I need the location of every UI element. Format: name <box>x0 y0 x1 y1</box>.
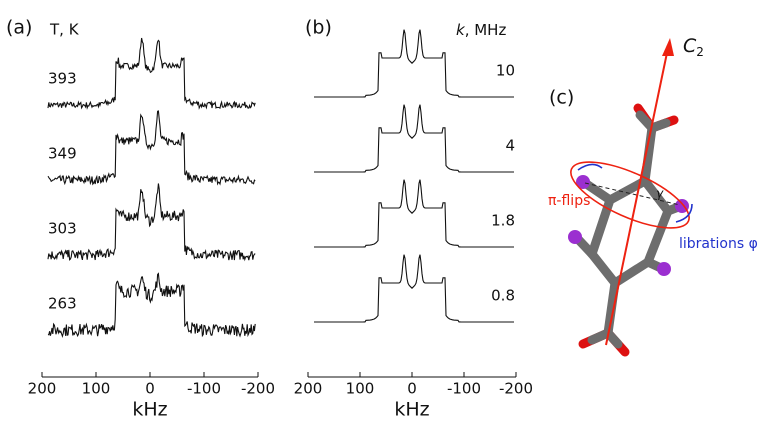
spectrum <box>314 254 514 323</box>
panel-label: (b) <box>305 17 332 39</box>
x-axis-label: kHz <box>394 399 429 421</box>
row-label: 10 <box>496 62 515 80</box>
panel-label: (c) <box>549 87 574 109</box>
panel-label: (a) <box>6 17 32 39</box>
column-header: k, MHz <box>456 21 506 39</box>
flip-label: π-flips <box>548 193 590 209</box>
x-tick-label: 0 <box>407 380 417 398</box>
x-tick-label: 200 <box>294 380 323 398</box>
row-label: 303 <box>48 220 77 238</box>
x-tick-label: -100 <box>187 380 221 398</box>
spectrum <box>47 183 256 262</box>
spectrum <box>47 272 256 339</box>
x-tick-label: 100 <box>82 380 111 398</box>
axis-symbol: C <box>683 35 697 57</box>
spectrum <box>314 29 514 98</box>
x-tick-label: 100 <box>346 380 375 398</box>
row-label: 393 <box>48 70 77 88</box>
x-tick-label: 200 <box>28 380 57 398</box>
angle-label: γ <box>656 187 664 201</box>
molecule <box>568 38 693 357</box>
row-label: 4 <box>505 137 515 155</box>
column-header: T, K <box>49 21 80 39</box>
header-unit: , MHz <box>465 21 507 39</box>
spectrum <box>314 104 514 173</box>
libration-label: librations φ <box>679 236 758 252</box>
header-symbol: k <box>456 21 466 39</box>
x-axis-label: kHz <box>132 399 167 421</box>
axis-label: C2 <box>683 35 704 59</box>
row-label: 1.8 <box>491 212 515 230</box>
row-label: 263 <box>48 295 77 313</box>
row-label: 349 <box>48 145 77 163</box>
axis-subscript: 2 <box>696 45 704 59</box>
x-tick-label: -200 <box>499 380 533 398</box>
x-tick-label: 0 <box>145 380 155 398</box>
spectrum <box>314 179 514 248</box>
row-label: 0.8 <box>491 287 515 305</box>
spectrum <box>47 110 256 186</box>
spectrum <box>47 37 256 110</box>
x-tick-label: -100 <box>447 380 481 398</box>
x-tick-label: -200 <box>241 380 275 398</box>
